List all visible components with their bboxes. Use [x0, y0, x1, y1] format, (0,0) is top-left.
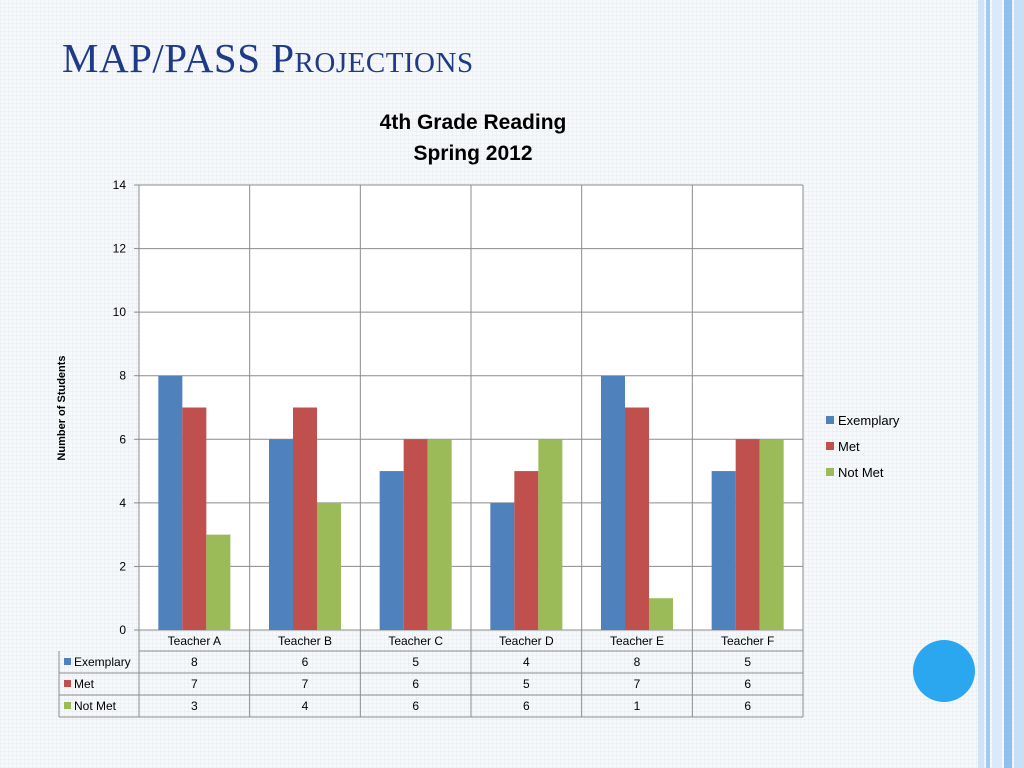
- table-cell-value: 5: [523, 677, 530, 691]
- legend-key: [826, 416, 834, 424]
- table-cell-value: 4: [302, 699, 309, 713]
- table-cell-value: 6: [744, 677, 751, 691]
- table-cell-value: 8: [191, 655, 198, 669]
- y-tick-label: 2: [119, 559, 126, 573]
- decorative-circle: [913, 640, 975, 702]
- legend-key: [826, 442, 834, 450]
- table-cell-value: 7: [634, 677, 641, 691]
- table-series-label: Met: [74, 677, 95, 691]
- y-tick-label: 12: [113, 242, 127, 256]
- bar-not-met: [206, 534, 231, 630]
- bar-met: [403, 439, 428, 630]
- y-tick-label: 6: [119, 432, 126, 446]
- x-tick-label: Teacher E: [610, 634, 664, 648]
- bar-not-met: [427, 439, 452, 630]
- table-cell-value: 6: [302, 655, 309, 669]
- legend-label: Exemplary: [838, 413, 900, 428]
- y-tick-label: 0: [119, 623, 126, 637]
- chart-title-line: Spring 2012: [413, 142, 532, 165]
- y-axis-label: Number of Students: [56, 355, 68, 460]
- bar-met: [514, 471, 539, 630]
- bar-met: [625, 407, 649, 630]
- slide-title: MAP/PASS Projections: [62, 35, 474, 81]
- table-series-label: Exemplary: [74, 655, 131, 669]
- table-cell-value: 5: [412, 655, 419, 669]
- table-cell-value: 7: [302, 677, 309, 691]
- table-legend-key: [64, 680, 71, 687]
- y-tick-label: 4: [119, 496, 126, 510]
- bar-exemplary: [158, 375, 183, 630]
- x-tick-label: Teacher B: [278, 634, 332, 648]
- bar-exemplary: [711, 471, 736, 630]
- table-cell-value: 7: [191, 677, 198, 691]
- table-cell-value: 8: [634, 655, 641, 669]
- table-cell-value: 6: [412, 677, 419, 691]
- table-cell-value: 4: [523, 655, 530, 669]
- bar-not-met: [538, 439, 563, 630]
- table-cell-value: 6: [744, 699, 751, 713]
- x-tick-label: Teacher C: [388, 634, 443, 648]
- slide-border-stripes: [978, 0, 1024, 768]
- bar-met: [182, 407, 207, 630]
- chart-title-line: 4th Grade Reading: [380, 111, 567, 134]
- table-cell-value: 6: [412, 699, 419, 713]
- table-cell-value: 1: [634, 699, 641, 713]
- bar-not-met: [317, 502, 341, 630]
- legend-key: [826, 468, 834, 476]
- x-tick-label: Teacher A: [168, 634, 221, 648]
- legend-label: Met: [838, 439, 860, 454]
- bar-exemplary: [379, 471, 404, 630]
- x-tick-label: Teacher F: [721, 634, 774, 648]
- table-cell-value: 5: [744, 655, 751, 669]
- legend-label: Not Met: [838, 465, 884, 480]
- table-legend-key: [64, 658, 71, 665]
- table-cell-value: 3: [191, 699, 198, 713]
- bar-met: [293, 407, 317, 630]
- bar-exemplary: [490, 502, 515, 630]
- y-tick-label: 10: [113, 305, 127, 319]
- y-tick-label: 8: [119, 369, 126, 383]
- bar-not-met: [759, 439, 784, 630]
- y-tick-label: 14: [113, 178, 127, 192]
- x-tick-label: Teacher D: [499, 634, 554, 648]
- bar-exemplary: [269, 439, 293, 630]
- bar-met: [735, 439, 760, 630]
- bar-exemplary: [601, 375, 625, 630]
- bar-not-met: [649, 598, 673, 630]
- table-series-label: Not Met: [74, 699, 117, 713]
- table-legend-key: [64, 702, 71, 709]
- table-cell-value: 6: [523, 699, 530, 713]
